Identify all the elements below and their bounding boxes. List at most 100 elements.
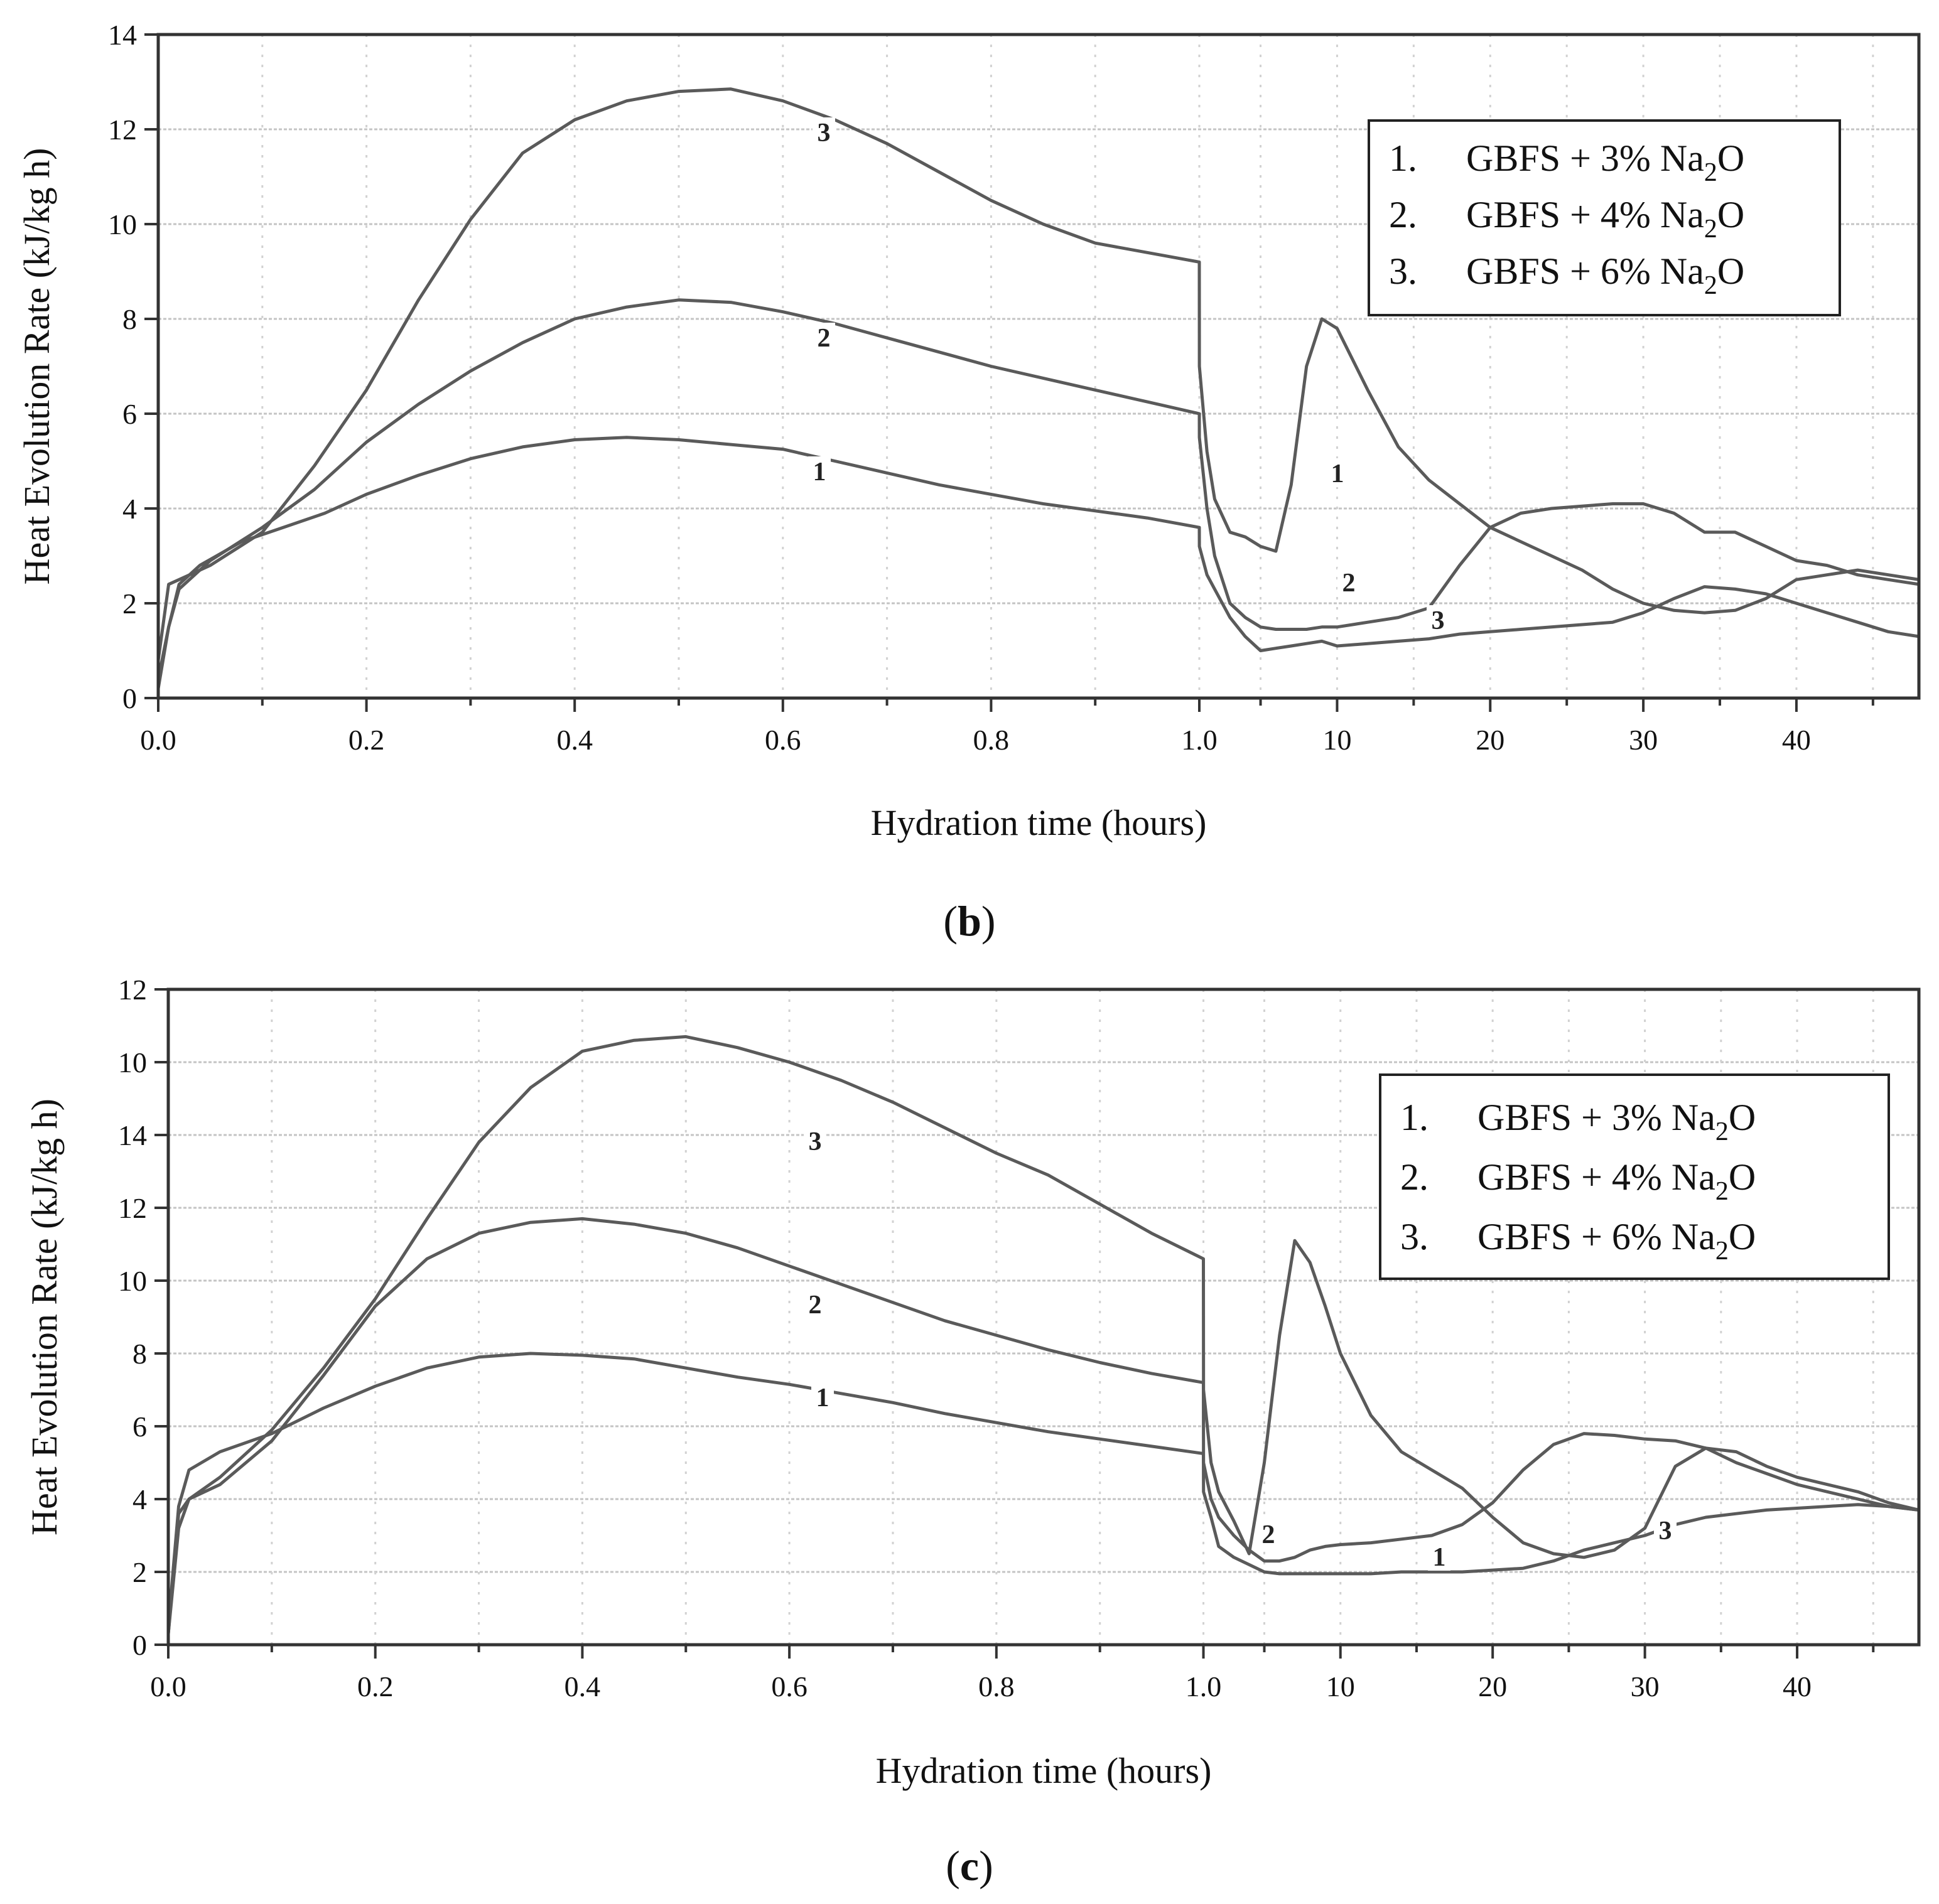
- x-tick-label: 0.0: [150, 1670, 186, 1702]
- y-tick-label: 8: [122, 303, 137, 335]
- series-layer: [156, 87, 1920, 689]
- x-tick-label: 40: [1782, 724, 1811, 756]
- series-line-1: [166, 1352, 1920, 1627]
- curve-label-2: 2: [1262, 1520, 1275, 1549]
- x-tick-label: 0.6: [765, 724, 801, 756]
- x-tick-label: 0.8: [973, 724, 1010, 756]
- legend: 1. GBFS + 3% Na2O 2. GBFS + 4% Na2O 3. GBFS +…: [1379, 1073, 1890, 1280]
- x-tick-label: 40: [1783, 1670, 1812, 1702]
- y-tick-label: 10: [118, 1265, 147, 1297]
- curve-label-3: 3: [809, 1127, 822, 1156]
- y-tick-label: 10: [108, 208, 137, 240]
- curve-label-3: 3: [818, 119, 831, 148]
- y-tick-label: 0: [132, 1629, 147, 1661]
- x-axis-title: Hydration time (hours): [876, 1750, 1212, 1791]
- legend-number: 2.: [1400, 1156, 1429, 1198]
- curve-label-3: 3: [1659, 1517, 1672, 1546]
- curve-label-1: 1: [1433, 1543, 1446, 1572]
- curve-label-bg: [808, 456, 831, 485]
- x-tick-label: 0.8: [978, 1670, 1015, 1702]
- y-tick-label: 10: [118, 1046, 147, 1078]
- curve-label-bg: [1337, 567, 1360, 596]
- y-axis-title: Heat Evolution Rate (kJ/kg h): [24, 1099, 65, 1536]
- curve-label-2: 2: [1342, 569, 1356, 598]
- curve-labels: 1 1 2 2 3 3: [808, 117, 1449, 635]
- legend-number: 1.: [1389, 137, 1417, 179]
- x-tick-label: 10: [1326, 1670, 1355, 1702]
- legend-label: GBFS + 6% Na2O: [1477, 1216, 1756, 1266]
- curve-label-bg: [804, 1126, 826, 1155]
- legend-number: 2.: [1389, 194, 1417, 235]
- grid: [158, 33, 1919, 698]
- curve-label-bg: [811, 1382, 834, 1411]
- x-tick-label: 10: [1322, 724, 1351, 756]
- plot-frame: [156, 33, 1921, 700]
- legend-label: GBFS + 4% Na2O: [1477, 1156, 1756, 1206]
- legend-number: 1.: [1400, 1097, 1429, 1138]
- panel-caption: (b): [943, 897, 995, 945]
- series-line-2: [166, 1217, 1920, 1634]
- x-axis-title: Hydration time (hours): [871, 802, 1207, 843]
- curve-label-bg: [813, 117, 835, 146]
- curve-label-3: 3: [1432, 606, 1445, 635]
- curve-label-bg: [813, 323, 835, 352]
- x-tick-label: 1.0: [1181, 724, 1218, 756]
- x-tick-label: 0.4: [564, 1670, 601, 1702]
- x-tick-label: 0.2: [357, 1670, 394, 1702]
- legend-label: GBFS + 3% Na2O: [1466, 137, 1744, 187]
- y-axis-title: Heat Evolution Rate (kJ/kg h): [16, 148, 57, 585]
- y-tick-label: 4: [122, 493, 137, 525]
- curve-label-bg: [1326, 458, 1349, 487]
- y-tick-label: 2: [122, 588, 137, 620]
- y-tick-label: 4: [132, 1483, 147, 1515]
- legend-label: GBFS + 3% Na2O: [1477, 1097, 1756, 1146]
- legend-number: 3.: [1389, 250, 1417, 292]
- legend-label: GBFS + 6% Na2O: [1466, 250, 1744, 300]
- y-tick-label: 14: [108, 19, 137, 51]
- curve-label-1: 1: [816, 1384, 829, 1412]
- y-tick-label: 0: [122, 682, 137, 714]
- series-line-3: [166, 1035, 1920, 1634]
- legend-label: GBFS + 4% Na2O: [1466, 194, 1744, 244]
- y-tick-label: 14: [118, 1119, 147, 1151]
- y-tick-label: 8: [132, 1338, 147, 1370]
- series-line-1: [156, 436, 1920, 689]
- curve-label-2: 2: [809, 1291, 822, 1320]
- plot-frame: [166, 987, 1921, 1647]
- y-tick-label: 2: [132, 1556, 147, 1588]
- x-tick-label: 0.0: [140, 724, 176, 756]
- curve-labels: 1 1 2 2 3 3: [804, 1126, 1677, 1572]
- x-tick-label: 20: [1476, 724, 1504, 756]
- y-tick-label: 6: [122, 398, 137, 430]
- legend: 1. GBFS + 3% Na2O 2. GBFS + 4% Na2O 3. GBFS +…: [1368, 119, 1841, 316]
- curve-label-bg: [1427, 605, 1449, 634]
- legend-box: [1379, 1073, 1890, 1280]
- panel-caption: (c): [946, 1842, 993, 1890]
- curve-label-2: 2: [818, 324, 831, 353]
- legend-box: [1368, 119, 1841, 316]
- x-tick-label: 0.2: [348, 724, 385, 756]
- curve-label-1: 1: [1331, 460, 1344, 488]
- legend-number: 3.: [1400, 1216, 1429, 1257]
- series-line-3: [156, 87, 1920, 660]
- x-tick-label: 30: [1631, 1670, 1660, 1702]
- series-line-2: [156, 298, 1920, 680]
- y-tick-label: 6: [132, 1411, 147, 1443]
- x-tick-label: 1.0: [1186, 1670, 1222, 1702]
- x-tick-label: 20: [1478, 1670, 1507, 1702]
- x-tick-label: 30: [1629, 724, 1658, 756]
- y-tick-label: 12: [118, 1192, 147, 1224]
- y-tick-label: 12: [118, 974, 147, 1006]
- curve-label-bg: [1428, 1542, 1450, 1571]
- x-tick-label: 0.6: [771, 1670, 807, 1702]
- x-tick-label: 0.4: [556, 724, 593, 756]
- curve-label-1: 1: [813, 458, 826, 487]
- curve-label-bg: [1257, 1519, 1280, 1548]
- curve-label-bg: [804, 1289, 826, 1318]
- curve-label-bg: [1654, 1515, 1677, 1544]
